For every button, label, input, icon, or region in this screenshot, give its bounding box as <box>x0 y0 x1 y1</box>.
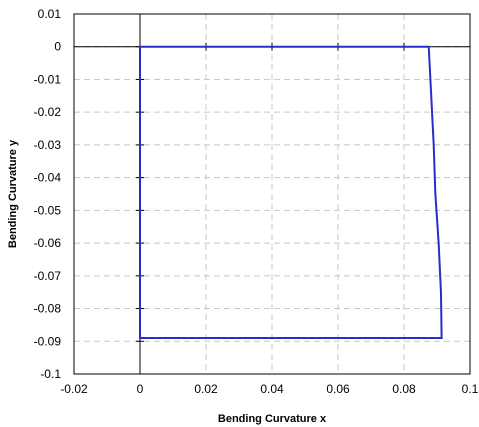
x-tick-label: 0.06 <box>326 382 350 396</box>
x-tick-label: 0 <box>137 382 144 396</box>
y-tick-label: 0.01 <box>38 7 62 21</box>
data-point <box>139 337 141 339</box>
y-tick-label: -0.04 <box>34 171 62 185</box>
y-tick-label: -0.05 <box>34 203 62 217</box>
data-point <box>139 45 141 48</box>
plot-frame-group <box>73 13 471 375</box>
x-tick-label: 0.02 <box>194 382 218 396</box>
x-tick-label: 0.1 <box>462 382 479 396</box>
x-tick-label: -0.02 <box>60 382 88 396</box>
y-axis-title: Bending Curvature y <box>7 139 19 248</box>
y-tick-label: -0.06 <box>34 236 62 250</box>
y-tick-label: -0.08 <box>34 302 62 316</box>
y-tick-label: -0.1 <box>40 367 61 381</box>
x-tick-label: 0.08 <box>392 382 416 396</box>
data-point <box>139 193 141 195</box>
y-tick-label: -0.07 <box>34 269 62 283</box>
data-point <box>440 291 442 293</box>
y-tick-label: -0.09 <box>34 334 62 348</box>
x-tick-label: 0.04 <box>260 382 284 396</box>
data-point <box>440 337 443 339</box>
y-tick-label: -0.01 <box>34 72 62 86</box>
data-point <box>427 45 430 48</box>
y-tick-labels: 0.01 0 -0.01 -0.02 -0.03 -0.04 -0.05 -0.06 -0.07… <box>34 7 62 381</box>
plot-frame <box>73 13 471 375</box>
data-point <box>437 242 440 244</box>
data-point <box>434 193 437 195</box>
x-tick-labels: -0.02 0 0.02 0.04 0.06 0.08 0.1 <box>60 382 478 396</box>
data-point <box>429 78 432 81</box>
y-tick-label: -0.02 <box>34 105 62 119</box>
y-tick-label: 0 <box>54 40 61 54</box>
x-axis-title: Bending Curvature x <box>218 413 327 425</box>
series-group <box>139 45 443 339</box>
data-point <box>294 337 296 339</box>
y-tick-label: -0.03 <box>34 138 62 152</box>
data-point <box>431 111 433 113</box>
data-point <box>432 144 435 146</box>
